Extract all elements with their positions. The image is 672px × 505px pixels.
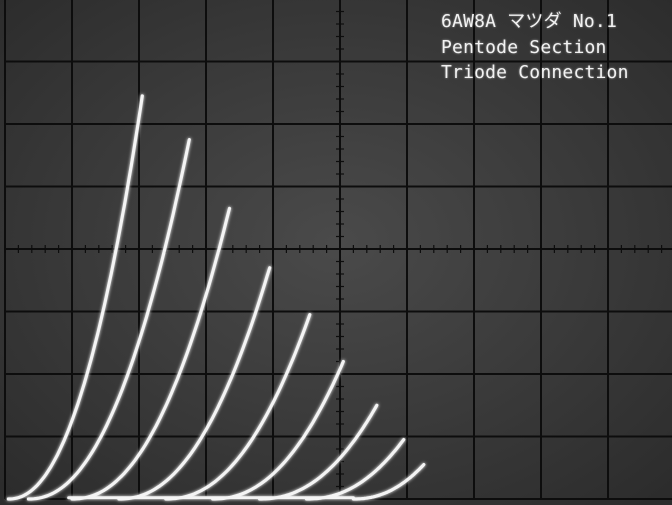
caption-connection: Triode Connection: [441, 62, 629, 83]
curve-family: [6, 94, 426, 501]
plate-curve-1: [6, 94, 144, 501]
plate-curve-5: [164, 313, 312, 501]
plate-curve-2: [26, 138, 191, 501]
plate-curve-9: [351, 463, 426, 501]
plate-curve-3: [70, 206, 232, 501]
caption-section: Pentode Section: [441, 37, 607, 58]
plate-curve-4: [117, 266, 272, 501]
caption-tube-type: 6AW8A マツダ No.1: [441, 11, 618, 32]
